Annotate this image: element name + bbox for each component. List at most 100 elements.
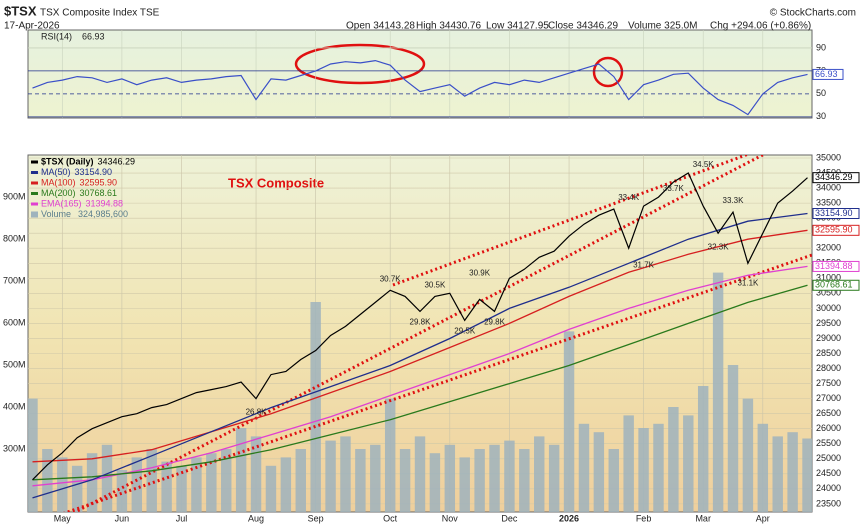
annotation: 29.8K: [410, 318, 432, 327]
volume-tick-label: 300M: [3, 443, 26, 453]
value-tag-label: 31394.88: [815, 261, 853, 271]
x-tick-label: Nov: [442, 513, 459, 523]
volume-bar: [221, 449, 232, 512]
volume-bar: [802, 438, 812, 512]
highlight-circle: [294, 43, 426, 85]
volume-bar: [742, 398, 754, 512]
volume-bar: [250, 436, 262, 512]
quote-field: Low 34127.95: [486, 21, 549, 32]
volume-bar: [370, 444, 381, 512]
volume-bar: [295, 449, 306, 512]
volume-bar: [206, 453, 217, 512]
rsi-tick-label: 50: [816, 88, 826, 98]
x-tick-label: Dec: [501, 513, 518, 523]
volume-bar: [712, 272, 724, 512]
index-name: TSX Composite Index TSE: [40, 8, 160, 19]
y-tick-label: 29000: [816, 333, 841, 343]
volume-bar: [429, 453, 441, 512]
annotation: 30.5K: [424, 280, 446, 289]
volume-bar: [414, 436, 426, 512]
annotation: 33.7K: [663, 184, 685, 193]
y-tick-label: 26000: [816, 423, 841, 433]
y-tick-label: 26500: [816, 408, 841, 418]
y-tick-label: 32000: [816, 243, 841, 253]
volume-bar: [534, 436, 545, 512]
series-line: [32, 284, 808, 481]
legend-value: 32595.90: [80, 177, 118, 187]
volume-bar: [697, 386, 709, 512]
value-tag: [812, 224, 860, 236]
highlight-circle: [592, 56, 624, 88]
series-line: [32, 265, 808, 487]
volume-bar: [280, 457, 292, 512]
quote-field: Volume 325.0M: [628, 21, 698, 32]
x-tick-label: Oct: [383, 513, 398, 523]
volume-bar: [489, 444, 500, 512]
legend-name: $TSX (Daily): [41, 156, 94, 166]
volume-bar: [235, 428, 247, 512]
legend-value: 31394.88: [86, 198, 124, 208]
volume-bar: [444, 444, 456, 512]
volume-bar: [668, 407, 679, 512]
annotation: 29.8K: [484, 318, 506, 327]
legend-value: 33154.90: [75, 167, 113, 177]
value-tag: [812, 68, 844, 80]
x-tick-label: Sep: [308, 513, 324, 523]
volume-bar: [101, 444, 113, 512]
volume-bar: [608, 449, 619, 512]
value-tag: [812, 279, 860, 291]
symbol: $TSX: [4, 3, 37, 18]
date: 17-Apr-2026: [4, 21, 60, 32]
volume-bar: [116, 470, 128, 512]
value-tag: [812, 260, 860, 272]
y-tick-label: 34000: [816, 182, 841, 192]
annotation: 31.7K: [633, 260, 655, 269]
legend-swatch: [31, 171, 38, 174]
legend-swatch: [31, 211, 38, 218]
volume-bar: [623, 415, 634, 512]
volume-bar: [474, 449, 485, 512]
legend-value: 34346.29: [98, 156, 136, 166]
volume-bar: [340, 436, 351, 512]
volume-bar: [131, 457, 143, 512]
legend: $TSX (Daily) 34346.29 MA(50) 33154.90MA(100…: [31, 156, 135, 219]
volume-bar: [638, 428, 649, 512]
quote-field: Chg +294.06 (+0.86%): [710, 21, 811, 32]
series-line: [32, 212, 808, 499]
annotation: 32.3K: [708, 242, 730, 251]
legend-swatch: [31, 192, 38, 195]
volume-tick-label: 900M: [3, 191, 26, 201]
rsi-tick-label: 90: [816, 42, 826, 52]
legend-swatch: [31, 202, 38, 206]
value-tag-label: 34346.29: [815, 172, 853, 182]
y-tick-label: 28000: [816, 363, 841, 373]
y-tick-label: 33500: [816, 197, 841, 207]
x-tick-label: 2026: [559, 513, 579, 523]
legend-name: EMA(165): [41, 198, 82, 208]
volume-bar: [28, 398, 38, 512]
chart-title: TSX Composite: [228, 175, 324, 190]
price-plot: [28, 155, 812, 512]
x-tick-label: Feb: [636, 513, 652, 523]
volume-tick-label: 600M: [3, 317, 26, 327]
volume-bar: [191, 457, 202, 512]
y-tick-label: 30500: [816, 288, 841, 298]
x-tick-label: Apr: [756, 513, 770, 523]
x-tick-label: Jul: [176, 513, 188, 523]
volume-bar: [384, 398, 396, 512]
legend-name: MA(50): [41, 167, 71, 177]
legend-name: Volume: [41, 209, 71, 219]
x-tick-label: Mar: [695, 513, 711, 523]
volume-bar: [787, 432, 798, 512]
volume-bar: [325, 440, 336, 512]
x-tick-label: May: [54, 513, 72, 523]
y-tick-label: 24500: [816, 468, 841, 478]
volume-bar: [519, 449, 530, 512]
annotation: 30.7K: [380, 274, 402, 283]
volume-bar: [727, 365, 739, 512]
legend-swatch: [31, 181, 38, 185]
quote-field: Open 34143.28: [346, 21, 415, 32]
volume-bar: [653, 423, 664, 512]
value-tag-label: 33154.90: [815, 208, 853, 218]
volume-bar: [310, 302, 321, 512]
